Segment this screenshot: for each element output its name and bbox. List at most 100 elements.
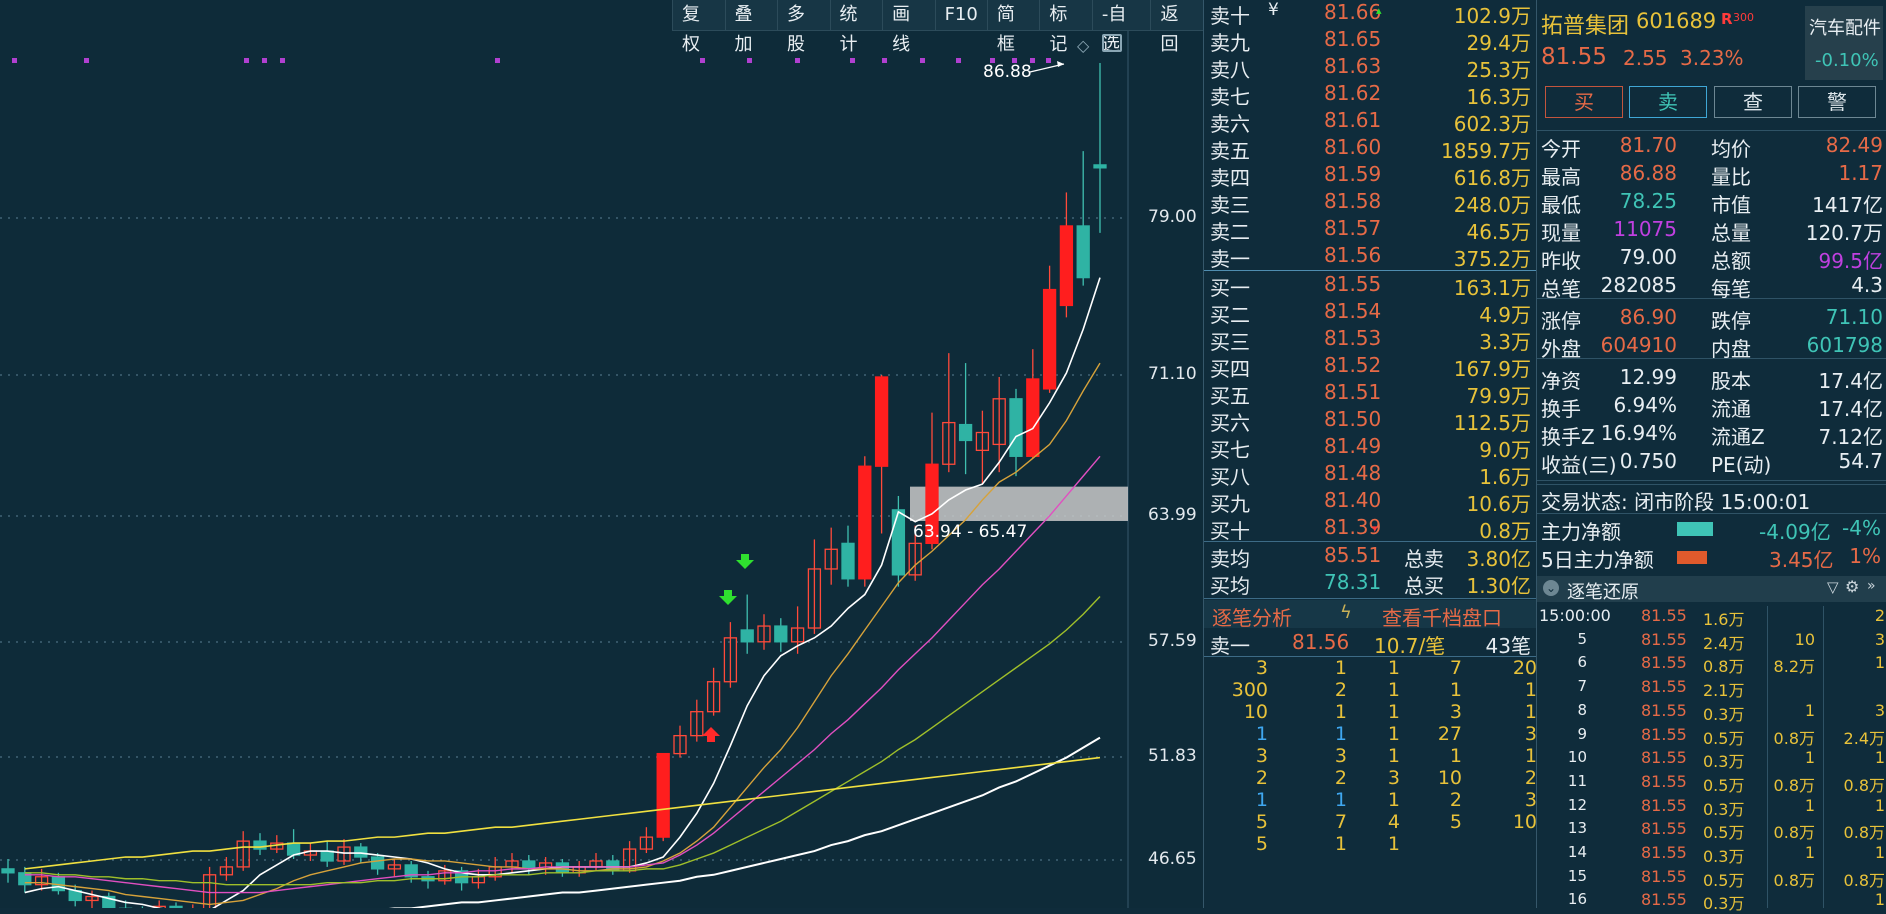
bid-row-4[interactable]: 买五 81.51 79.9万 <box>1210 380 1531 408</box>
bid-row-5[interactable]: 买六 81.50 112.5万 <box>1210 407 1531 435</box>
tick-row: 15:00:00 81.55 1.6万 2 <box>1539 606 1885 629</box>
ask-row-6[interactable]: 卖四 81.59 616.8万 <box>1210 162 1531 190</box>
price-tick-label: 63.99 <box>1148 505 1197 525</box>
bid-row-3[interactable]: 买四 81.52 167.9万 <box>1210 353 1531 381</box>
pct-change: 3.23% <box>1680 46 1744 70</box>
quote-row: 外盘 604910 内盘 601798 <box>1541 333 1883 361</box>
toolbar-button-3[interactable]: 统计 <box>829 0 883 55</box>
yen-icon: ¥ <box>1268 0 1279 20</box>
draw-tool-icon[interactable]: ◇ <box>1077 36 1090 55</box>
event-marker <box>262 58 267 63</box>
candle-body <box>1009 398 1023 457</box>
queue-cell: 300 <box>1231 679 1268 701</box>
collapse-icon[interactable]: ⌄ <box>1543 580 1559 596</box>
expand-icon[interactable]: » <box>1867 578 1876 594</box>
toolbar-button-6[interactable]: 简框 <box>986 0 1040 55</box>
tick-restore-header[interactable]: ⌄ 逐笔还原 ▽ ⚙ » <box>1537 576 1886 603</box>
ma120-line <box>24 756 1101 870</box>
bid-row-7[interactable]: 买八 81.48 1.6万 <box>1210 461 1531 489</box>
candle-body <box>908 542 922 576</box>
bid-row-0[interactable]: 买一 81.55 163.1万 <box>1210 272 1531 300</box>
tick-row: 13 81.55 0.5万 0.8万 0.8万 <box>1567 819 1885 843</box>
queue-cell: 10 <box>1243 701 1268 723</box>
alert-button[interactable]: 警 <box>1798 86 1876 118</box>
toolbar-button-1[interactable]: 叠加 <box>724 0 778 55</box>
queue-row: 300 2 1 1 1 <box>1204 679 1537 701</box>
candle-body <box>874 376 889 467</box>
kline-chart[interactable]: 复权 叠加 多股 统计 画线 F10 简框 标记 -自选 返回 86.88 63.94 - 65.… <box>0 0 1203 908</box>
bid-row-2[interactable]: 买三 81.53 3.3万 <box>1210 326 1531 354</box>
candle-body <box>219 866 234 876</box>
tick-row: 14 81.55 0.3万 1 1 <box>1567 843 1885 866</box>
toolbar-button-5[interactable]: F10 <box>934 0 987 30</box>
event-marker <box>850 58 855 63</box>
ask-row-9[interactable]: 卖一 81.56 375.2万 <box>1210 243 1531 271</box>
quote-panel: 拓普集团 601689 R 300 汽车配件 -0.10% 81.55 2.55… <box>1536 0 1886 913</box>
queue-cell: 20 <box>1512 657 1537 679</box>
toolbar-button-4[interactable]: 画线 <box>882 0 935 55</box>
ask-row-0[interactable]: 卖十 81.66 102.9万 <box>1210 0 1531 28</box>
buy-button[interactable]: 买 <box>1545 86 1623 118</box>
ask-row-2[interactable]: 卖八 81.63 25.3万 <box>1210 54 1531 82</box>
down-marker-icon: ▾ <box>1372 522 1378 535</box>
settings-icon[interactable]: ⚙ <box>1845 577 1860 596</box>
quote-row: 收益(三) 0.750 PE(动) 54.7 <box>1541 449 1883 477</box>
bid-row-8[interactable]: 买九 81.40 10.6万 <box>1210 488 1531 516</box>
candle-body <box>354 846 368 858</box>
ask-row-1[interactable]: 卖九 81.65 29.4万 <box>1210 27 1531 55</box>
candle-body <box>740 629 754 643</box>
kline-canvas[interactable] <box>0 0 1203 908</box>
ma60-line <box>388 736 1101 908</box>
tab-tick-analysis[interactable]: 逐笔分析 <box>1212 606 1292 630</box>
queue-cell: 1 <box>1255 789 1268 811</box>
candle-body <box>706 681 721 713</box>
toolbar-button-9[interactable]: 返回 <box>1150 0 1203 55</box>
window-toggle-icon[interactable] <box>1102 34 1122 52</box>
event-marker <box>990 58 995 63</box>
tick-row: 10 81.55 0.3万 1 1 <box>1567 748 1885 772</box>
bid-row-9[interactable]: 买十 81.39 0.8万 <box>1210 515 1531 543</box>
buy-signal-arrow <box>719 590 737 605</box>
event-marker <box>1012 58 1017 63</box>
queue-header: 卖一 81.56 10.7/笔 43笔 <box>1210 630 1531 658</box>
ask-row-4[interactable]: 卖六 81.61 602.3万 <box>1210 108 1531 136</box>
candle-body <box>320 850 334 862</box>
sector-name: 汽车配件 <box>1809 18 1881 39</box>
quote-row: 换手Z 16.94% 流通Z 7.12亿 <box>1541 421 1883 449</box>
ma20-line <box>24 455 1101 894</box>
queue-cell: 1 <box>1387 679 1400 701</box>
query-button[interactable]: 查 <box>1714 86 1792 118</box>
candle-body <box>690 711 704 737</box>
tab-thousand-depth[interactable]: 查看千档盘口 <box>1382 606 1502 630</box>
candle-body <box>858 465 872 580</box>
bid-row-6[interactable]: 买七 81.49 9.0万 <box>1210 434 1531 462</box>
sector-box[interactable]: 汽车配件 -0.10% <box>1805 6 1883 80</box>
candle-body <box>85 895 99 902</box>
candle-body <box>202 874 217 908</box>
candle-body <box>975 431 990 452</box>
candle-body <box>925 463 939 545</box>
queue-cell: 1 <box>1387 657 1400 679</box>
queue-cell: 1 <box>1387 833 1400 855</box>
sell-button[interactable]: 卖 <box>1629 86 1707 118</box>
ask-row-8[interactable]: 卖二 81.57 46.5万 <box>1210 216 1531 244</box>
queue-cell: 10 <box>1437 767 1462 789</box>
bid-row-1[interactable]: 买二 81.54 4.9万 <box>1210 299 1531 327</box>
event-marker <box>495 58 500 63</box>
queue-cell: 5 <box>1255 833 1268 855</box>
quote-row: 昨收 79.00 总额 99.5亿 <box>1541 245 1883 273</box>
ask-row-7[interactable]: 卖三 81.58 248.0万 <box>1210 189 1531 217</box>
candle-body <box>404 864 418 878</box>
filter-icon[interactable]: ▽ <box>1827 578 1839 596</box>
toolbar-button-2[interactable]: 多股 <box>777 0 830 55</box>
ask-row-5[interactable]: 卖五 81.60 1859.7万 <box>1210 135 1531 163</box>
queue-cell: 1 <box>1524 701 1537 723</box>
queue-cell: 1 <box>1334 833 1347 855</box>
queue-cell: 1 <box>1524 679 1537 701</box>
chart-toolbar: 复权 叠加 多股 统计 画线 F10 简框 标记 -自选 返回 <box>672 0 1203 55</box>
toolbar-button-7[interactable]: 标记 <box>1039 0 1092 55</box>
toolbar-button-8[interactable]: -自选 <box>1091 0 1151 55</box>
toolbar-button-0[interactable]: 复权 <box>672 0 725 55</box>
candle-body <box>1059 225 1074 307</box>
ask-row-3[interactable]: 卖七 81.62 16.3万 <box>1210 81 1531 109</box>
